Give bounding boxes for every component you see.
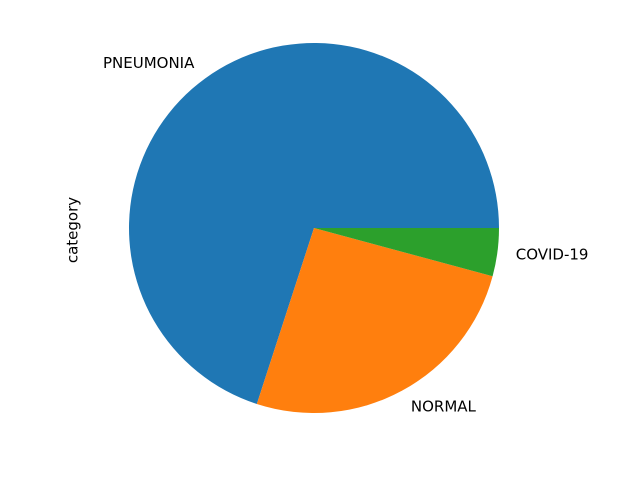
pie-label-covid-19: COVID-19 xyxy=(516,245,589,263)
pie-label-pneumonia: PNEUMONIA xyxy=(103,54,195,72)
pie-label-normal: NORMAL xyxy=(411,397,477,415)
pie-labels: PNEUMONIA NORMAL COVID-19 xyxy=(103,54,589,416)
pie-slices xyxy=(129,43,499,413)
pie-slice-normal xyxy=(256,228,493,413)
y-axis-label: category xyxy=(64,197,82,263)
pie-slice-covid-19 xyxy=(314,228,499,277)
pie-slice-pneumonia xyxy=(129,43,499,404)
